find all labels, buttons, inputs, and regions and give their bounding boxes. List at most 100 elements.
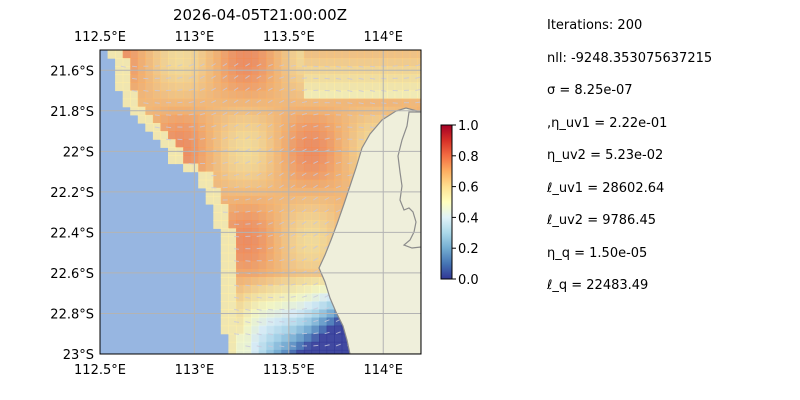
field-cell [251,114,260,124]
field-cell [303,139,313,148]
velocity-arrow [256,197,262,201]
field-cell [251,131,260,140]
field-cell [251,325,260,335]
velocity-arrow [268,259,274,262]
field-cell [273,212,282,221]
velocity-arrow [290,172,296,177]
field-cell [319,50,328,59]
map-frame [99,49,422,355]
velocity-arrow [347,77,353,80]
velocity-arrow [313,319,319,323]
field-cell [160,74,169,83]
field-cell [198,82,207,92]
field-cell [251,195,260,205]
field-cell [296,58,305,67]
field-cell [273,155,282,165]
param-iterations: Iterations: 200 [547,18,643,33]
field-cell [281,58,290,67]
x-tick-label-bottom: 113°E [175,363,215,378]
field-cell [341,179,350,189]
velocity-arrow [256,75,262,79]
field-cell [258,252,267,262]
field-cell [288,301,297,310]
field-cell [258,285,267,294]
x-tick-label-top: 113°E [175,30,215,45]
field-cell [236,139,245,148]
field-cell [220,131,229,140]
velocity-arrow [324,319,330,323]
velocity-arrow [166,64,172,67]
field-cell [213,220,222,229]
velocity-arrow [324,161,330,164]
field-cell [228,293,237,302]
field-cell [168,155,177,165]
field-cell [160,90,169,100]
field-cell [243,114,252,124]
field-cell [236,82,245,92]
field-cell [266,252,275,262]
field-cell [213,114,222,124]
field-cell [243,155,252,165]
field-cell [236,179,245,189]
field-cell [334,131,343,140]
field-cell [205,58,214,67]
velocity-arrow [313,160,319,164]
field-cell [281,293,290,302]
field-cell [198,50,207,59]
colorbar-tick-label: 0.8 [458,150,479,165]
field-cell [334,317,343,327]
y-tick-label: 22.6°S [50,267,94,282]
velocity-arrow [245,63,250,67]
velocity-arrow [324,185,330,189]
field-cell [334,139,343,148]
field-cell [334,50,343,59]
field-cell [251,349,260,354]
field-cell [236,260,245,270]
velocity-arrow [358,114,364,117]
field-cell [303,195,313,205]
field-cell [288,260,297,270]
field-cell [266,244,275,254]
field-cell [296,244,305,254]
velocity-arrow [369,114,375,117]
field-cell [130,90,139,100]
field-cell [288,252,297,262]
field-cell [236,285,245,294]
field-cell [273,90,282,100]
velocity-arrow [233,99,239,104]
field-cell [137,74,146,83]
param-eta-q: η_q = 1.50e-05 [547,245,648,261]
field-cell [251,123,260,132]
field-cell [311,293,320,302]
velocity-arrow [211,137,217,140]
field-cell [326,50,335,59]
field-cell [160,131,169,140]
velocity-arrow [199,63,205,67]
field-cell [356,82,365,92]
field-cell [258,220,267,229]
field-cell [409,50,418,59]
field-cell [311,285,320,294]
field-cell [273,293,282,302]
field-cell [251,236,260,246]
field-cell [303,179,313,189]
field-cell [349,74,358,83]
velocity-arrow [245,160,251,164]
velocity-arrow [234,260,240,262]
velocity-arrow [234,284,240,287]
field-cell [311,155,320,165]
field-cell [281,333,290,343]
field-cell [258,301,267,310]
velocity-arrow [256,235,262,237]
field-cell [326,349,335,354]
field-cell [349,139,358,148]
field-cell [281,179,290,189]
velocity-arrow [290,296,296,298]
field-cell [122,74,131,83]
velocity-arrow [245,321,251,324]
field-cell [334,333,343,343]
field-cell [349,123,358,132]
field-cell [236,293,245,302]
field-cell [303,285,313,294]
field-cell [152,90,162,100]
